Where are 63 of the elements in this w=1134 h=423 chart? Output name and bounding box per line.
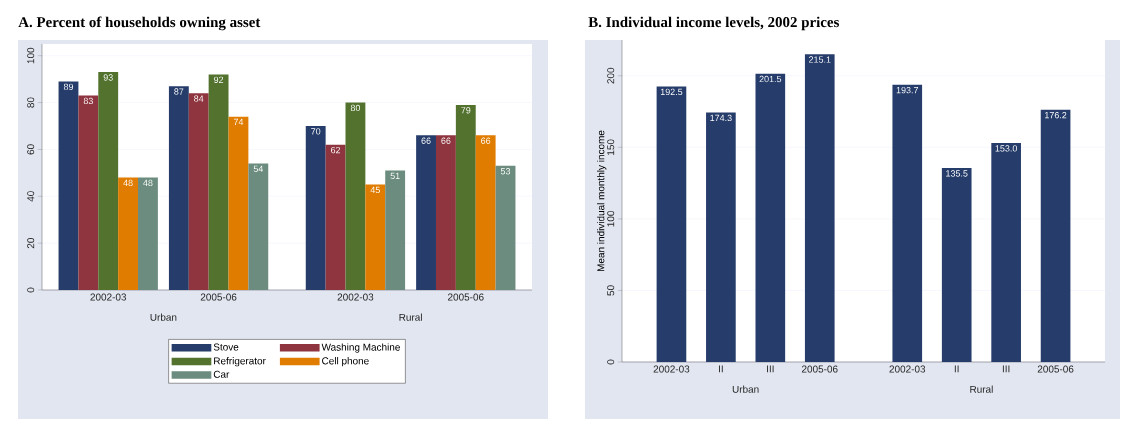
y-tick-label: 20 bbox=[27, 237, 35, 249]
data-label: 193.7 bbox=[896, 86, 919, 94]
data-label: 201.5 bbox=[759, 75, 782, 83]
text: Rural bbox=[970, 385, 993, 393]
x-tick-label: 2002-03 bbox=[889, 365, 926, 373]
data-label: 80 bbox=[350, 104, 361, 112]
y-axis-title: Mean individual monthly income bbox=[597, 130, 607, 272]
x-tick-label: II bbox=[719, 365, 723, 373]
x-tick-label: 2005-06 bbox=[801, 365, 838, 373]
data-label: 62 bbox=[331, 146, 341, 154]
x-tick-label: 2002-03 bbox=[337, 293, 374, 301]
y-tick-label: 0 bbox=[607, 359, 615, 365]
y-tick-label: 100 bbox=[27, 47, 35, 64]
data-label: 70 bbox=[311, 128, 321, 135]
data-label: 66 bbox=[481, 137, 491, 144]
x-tick-label: III bbox=[767, 365, 774, 373]
data-label: 74 bbox=[233, 118, 244, 125]
chart-title: B. Individual income levels, 2002 prices bbox=[588, 16, 840, 31]
data-label: 83 bbox=[83, 97, 93, 105]
data-label: 84 bbox=[194, 95, 204, 102]
legend-label: Refrigerator bbox=[214, 357, 266, 367]
text: Urban bbox=[732, 385, 759, 393]
y-tick-label: 150 bbox=[607, 139, 615, 155]
data-label: 51 bbox=[390, 172, 400, 179]
y-tick-label: 40 bbox=[27, 191, 35, 202]
data-label: 66 bbox=[421, 137, 431, 144]
x-tick-label: 2005-06 bbox=[200, 293, 237, 301]
data-label: 45 bbox=[370, 186, 380, 194]
data-label: 92 bbox=[214, 76, 224, 84]
legend-label: Cell phone bbox=[322, 357, 369, 367]
data-label: 89 bbox=[63, 83, 74, 91]
data-label: 93 bbox=[103, 74, 113, 81]
data-label: 135.5 bbox=[946, 170, 968, 177]
text: Urban bbox=[150, 313, 177, 321]
x-tick-label: 2002-03 bbox=[653, 365, 690, 373]
data-label: 87 bbox=[174, 88, 184, 95]
data-label: 192.5 bbox=[660, 88, 683, 96]
y-tick-label: 100 bbox=[607, 210, 615, 227]
y-tick-label: 0 bbox=[27, 287, 35, 293]
x-tick-label: 2002-03 bbox=[90, 293, 127, 301]
y-tick-label: 60 bbox=[27, 144, 35, 155]
chart-title: A. Percent of households owning asset bbox=[18, 16, 261, 31]
x-tick-label: III bbox=[1002, 365, 1010, 373]
legend-label: Stove bbox=[213, 343, 239, 351]
y-tick-label: 80 bbox=[27, 97, 35, 108]
data-label: 153.0 bbox=[995, 145, 1018, 152]
data-label: 66 bbox=[441, 137, 451, 144]
x-tick-label: II bbox=[954, 365, 959, 373]
legend-label: Washing Machine bbox=[321, 343, 400, 353]
y-tick-label: 200 bbox=[607, 67, 615, 84]
text: Rural bbox=[399, 313, 422, 321]
x-tick-label: 2005-06 bbox=[1037, 365, 1074, 373]
data-label: 176.2 bbox=[1045, 112, 1067, 119]
data-label: 215.1 bbox=[808, 56, 831, 63]
x-tick-label: 2005-06 bbox=[448, 293, 484, 301]
data-label: 79 bbox=[461, 107, 471, 114]
legend-label: Car bbox=[213, 370, 230, 378]
data-label: 53 bbox=[500, 168, 511, 175]
data-label: 54 bbox=[253, 165, 264, 172]
data-label: 48 bbox=[123, 179, 133, 187]
y-tick-label: 50 bbox=[607, 285, 615, 296]
data-label: 174.3 bbox=[710, 114, 732, 122]
data-label: 48 bbox=[143, 179, 153, 187]
